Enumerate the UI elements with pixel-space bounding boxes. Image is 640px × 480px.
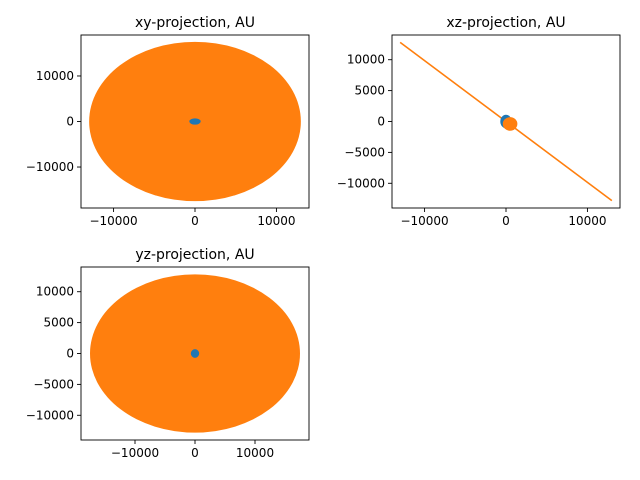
- subplot-2: −10000 0 10000 −10000 −5000 0 5000 10000 xz-proj…: [337, 15, 621, 228]
- series-2-orbit-fill: [502, 117, 518, 131]
- x-tick-label: −10000: [400, 214, 448, 228]
- y-tick-label: 5000: [354, 84, 385, 98]
- y-tick-label: −10000: [26, 408, 74, 422]
- y-tick-label: 10000: [36, 69, 74, 83]
- subplot-title: xy-projection, AU: [135, 15, 255, 31]
- subplot-title: yz-projection, AU: [135, 247, 254, 263]
- x-tick-label: 10000: [568, 214, 606, 228]
- y-tick-label: 0: [66, 347, 74, 361]
- y-tick-label: 5000: [43, 316, 74, 330]
- x-tick-label: 10000: [257, 214, 295, 228]
- y-tick-label: −10000: [26, 160, 74, 174]
- plot-area: [90, 274, 300, 433]
- plot-area: [399, 41, 613, 202]
- subplot-title: xz-projection, AU: [446, 15, 565, 31]
- y-tick-label: 0: [377, 115, 385, 129]
- plot-area: [89, 41, 301, 202]
- y-tick-label: 10000: [347, 53, 385, 67]
- x-tick-label: 0: [502, 214, 510, 228]
- subplot-3: −10000 0 10000 −10000 −5000 0 5000 10000 yz-proj…: [26, 247, 310, 460]
- x-tick-label: −10000: [89, 214, 137, 228]
- y-tick-label: −5000: [33, 377, 74, 391]
- subplot-1: −10000 0 10000 −10000 0 10000 xy-projection, A…: [26, 15, 310, 228]
- x-tick-label: 0: [191, 214, 199, 228]
- y-tick-label: 10000: [36, 285, 74, 299]
- y-tick-label: −10000: [337, 176, 385, 190]
- x-tick-label: 0: [191, 446, 199, 460]
- series-1-orbit-fill: [189, 118, 201, 125]
- x-tick-label: −10000: [111, 446, 159, 460]
- y-tick-label: −5000: [344, 145, 385, 159]
- y-tick-label: 0: [66, 115, 74, 129]
- x-tick-label: 10000: [236, 446, 274, 460]
- series-1-orbit-fill: [190, 349, 200, 358]
